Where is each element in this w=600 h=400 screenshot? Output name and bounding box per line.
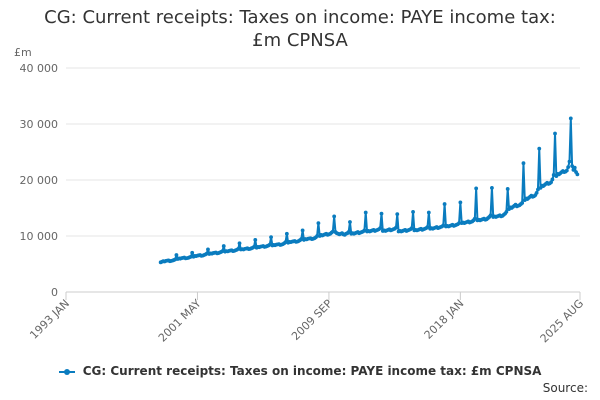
data-point[interactable] (568, 116, 573, 121)
data-point[interactable] (269, 235, 273, 240)
source-label: Source: (542, 381, 588, 395)
y-axis-ticks: 0 10 000 20 000 30 000 40 000 (20, 62, 59, 299)
data-point[interactable] (550, 177, 555, 182)
data-point[interactable] (442, 202, 447, 206)
data-point[interactable] (534, 190, 539, 195)
data-point[interactable] (458, 200, 463, 205)
y-tick-label: 30 000 (20, 118, 59, 131)
data-point[interactable] (300, 228, 305, 233)
data-point[interactable] (575, 172, 580, 177)
data-point[interactable] (316, 221, 321, 226)
chart-title-line-1: CG: Current receipts: Taxes on income: P… (44, 7, 556, 28)
x-tick-label: 1993 JAN (27, 297, 72, 342)
data-point[interactable] (474, 186, 479, 191)
x-tick-label: 2018 JAN (422, 297, 467, 342)
legend-series-label: CG: Current receipts: Taxes on income: P… (82, 364, 542, 378)
y-tick-label: 20 000 (20, 174, 59, 187)
data-point[interactable] (394, 225, 398, 230)
data-point[interactable] (411, 210, 415, 214)
data-point[interactable] (190, 250, 195, 255)
y-tick-label: 0 (51, 286, 58, 299)
y-axis-unit-label: £m (14, 46, 32, 59)
data-point[interactable] (521, 161, 526, 166)
data-point[interactable] (363, 210, 368, 215)
x-tick-label: 2025 AUG (538, 297, 587, 346)
data-point[interactable] (426, 210, 431, 215)
legend-series-marker (58, 368, 75, 376)
chart-title-line-2: £m CPNSA (252, 30, 348, 51)
y-tick-label: 10 000 (20, 230, 59, 243)
data-point[interactable] (315, 234, 319, 238)
data-point[interactable] (221, 244, 226, 248)
data-point[interactable] (553, 131, 557, 136)
data-point[interactable] (504, 210, 509, 214)
chart-title: CG: Current receipts: Taxes on income: P… (0, 6, 600, 52)
data-point[interactable] (567, 159, 572, 164)
data-point[interactable] (572, 165, 577, 170)
data-point[interactable] (505, 187, 510, 191)
data-point[interactable] (237, 241, 242, 246)
data-point[interactable] (348, 220, 352, 224)
data-point[interactable] (332, 214, 337, 219)
data-point[interactable] (253, 238, 258, 242)
gridlines (66, 67, 580, 293)
data-point[interactable] (457, 221, 461, 226)
data-point[interactable] (490, 185, 494, 190)
data-point[interactable] (537, 146, 542, 151)
x-tick-label: 2001 MAY (156, 297, 204, 345)
x-axis-ticks: 1993 JAN 2001 MAY 2009 SEP 2018 JAN 2025 AUG (27, 292, 586, 345)
series-line (160, 117, 579, 264)
data-point[interactable] (395, 212, 400, 217)
data-point[interactable] (520, 201, 525, 205)
data-point[interactable] (379, 211, 384, 216)
y-tick-label: 40 000 (20, 62, 59, 75)
data-point[interactable] (284, 231, 289, 236)
data-point[interactable] (378, 226, 383, 231)
data-point[interactable] (188, 254, 193, 259)
data-point[interactable] (409, 226, 414, 231)
data-point[interactable] (206, 247, 210, 252)
legend[interactable]: CG: Current receipts: Taxes on income: P… (0, 364, 600, 378)
plot-area (158, 116, 580, 265)
data-point[interactable] (564, 168, 569, 173)
x-tick-label: 2009 SEP (289, 297, 335, 343)
data-point[interactable] (174, 253, 179, 257)
data-point[interactable] (566, 165, 571, 170)
